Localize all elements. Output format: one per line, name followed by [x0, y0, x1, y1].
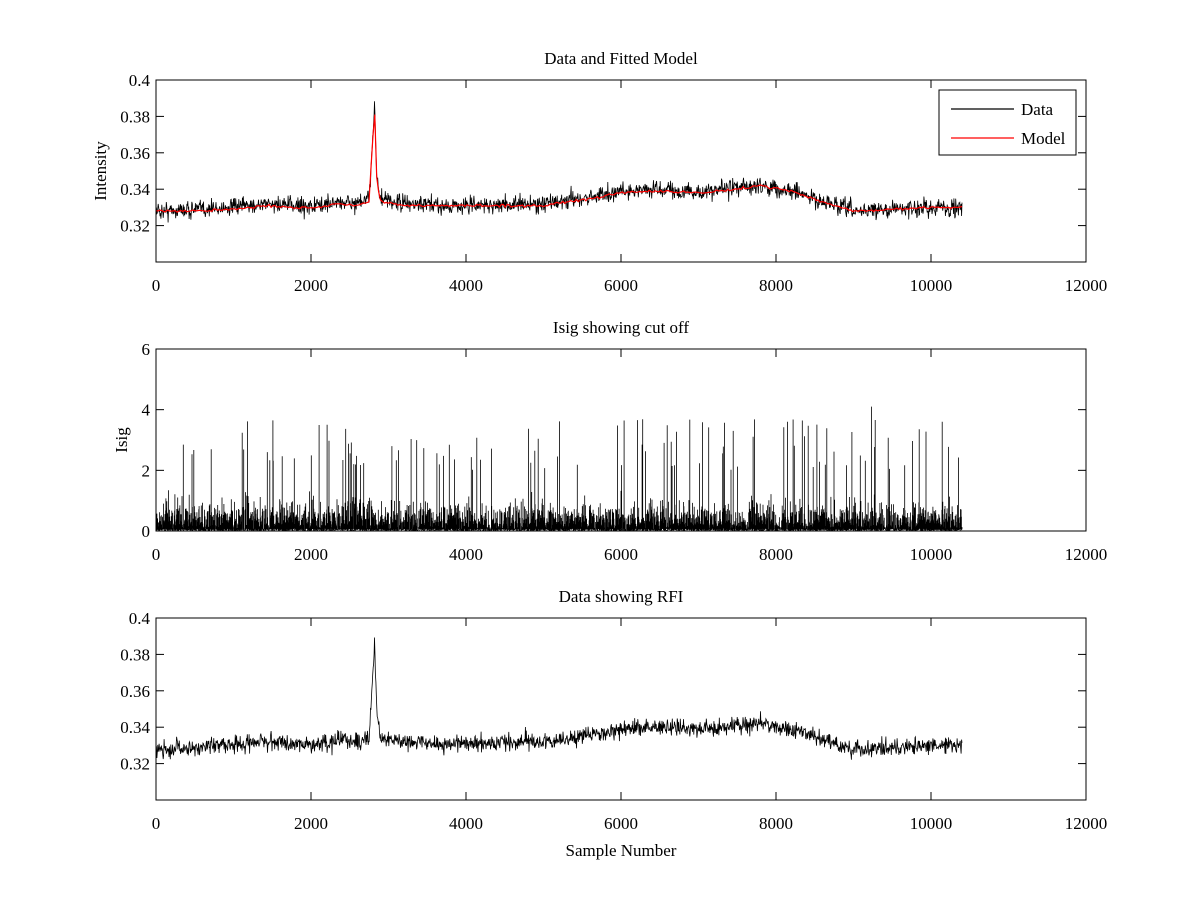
x-tick-label: 12000: [1065, 276, 1108, 295]
y-tick-label: 0.32: [120, 755, 150, 774]
y-tick-label: 0: [142, 522, 151, 541]
y-tick-label: 0.4: [129, 71, 151, 90]
chart-title: Data and Fitted Model: [544, 49, 698, 68]
x-tick-label: 2000: [294, 545, 328, 564]
x-axis-label: Sample Number: [566, 841, 677, 860]
x-tick-label: 4000: [449, 814, 483, 833]
y-axis-label: Intensity: [91, 141, 110, 201]
x-tick-label: 2000: [294, 276, 328, 295]
y-tick-label: 0.38: [120, 107, 150, 126]
x-tick-label: 4000: [449, 545, 483, 564]
series-line-model: [156, 114, 963, 213]
y-tick-label: 0.4: [129, 609, 151, 628]
plot-area-1: [156, 101, 963, 223]
y-axis-label: Isig: [112, 427, 131, 453]
plot-area-2: [156, 406, 963, 531]
x-tick-label: 8000: [759, 814, 793, 833]
y-tick-label: 0.34: [120, 718, 150, 737]
x-tick-label: 4000: [449, 276, 483, 295]
series-line-data: [156, 637, 963, 760]
series-line-data: [156, 101, 963, 223]
x-tick-label: 12000: [1065, 814, 1108, 833]
y-tick-label: 0.34: [120, 180, 150, 199]
legend-label-data: Data: [1021, 100, 1054, 119]
x-tick-label: 6000: [604, 276, 638, 295]
x-tick-label: 10000: [910, 814, 953, 833]
x-tick-label: 8000: [759, 276, 793, 295]
x-tick-label: 0: [152, 276, 161, 295]
x-tick-label: 0: [152, 814, 161, 833]
x-tick-label: 8000: [759, 545, 793, 564]
x-tick-label: 6000: [604, 814, 638, 833]
axes-box-3: [155, 617, 1087, 801]
x-tick-label: 10000: [910, 545, 953, 564]
chart-title: Data showing RFI: [559, 587, 684, 606]
y-tick-label: 2: [142, 461, 151, 480]
y-tick-label: 6: [142, 340, 151, 359]
plot-area-3: [156, 637, 963, 760]
x-tick-label: 2000: [294, 814, 328, 833]
y-tick-label: 0.36: [120, 682, 150, 701]
x-tick-label: 0: [152, 545, 161, 564]
x-tick-label: 6000: [604, 545, 638, 564]
chart-title: Isig showing cut off: [553, 318, 689, 337]
legend-label-model: Model: [1021, 129, 1066, 148]
x-tick-label: 10000: [910, 276, 953, 295]
series-line-isig: [156, 406, 963, 531]
y-tick-label: 0.36: [120, 144, 150, 163]
legend-box: [938, 89, 1077, 156]
y-tick-label: 4: [142, 401, 151, 420]
x-tick-label: 12000: [1065, 545, 1108, 564]
y-tick-label: 0.38: [120, 645, 150, 664]
y-tick-label: 0.32: [120, 217, 150, 236]
